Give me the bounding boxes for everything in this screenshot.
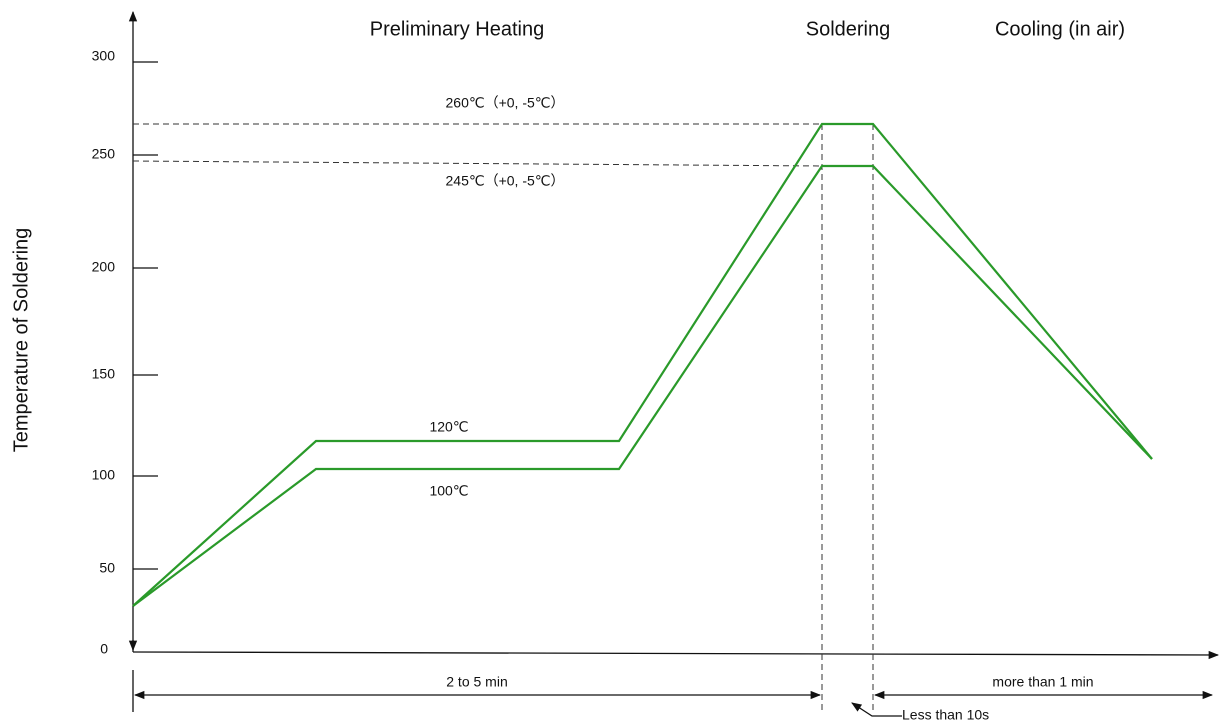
annotation: 245℃（+0, -5℃） [446, 173, 565, 189]
y-axis-label: Temperature of Soldering [10, 228, 32, 453]
duration-label: Less than 10s [902, 707, 989, 723]
guide-lines [132, 123, 874, 712]
upper-profile [132, 122, 1153, 607]
lower-profile [132, 164, 1153, 607]
duration-label: 2 to 5 min [446, 674, 507, 690]
leader-arrow [851, 702, 902, 717]
header: Cooling (in air) [995, 18, 1125, 40]
header: Soldering [806, 18, 891, 40]
annotation: 260℃（+0, -5℃） [446, 95, 565, 111]
tick-label: 50 [99, 560, 115, 576]
header: Preliminary Heating [370, 18, 545, 40]
tick-label: 200 [92, 259, 116, 275]
tick-label: 300 [92, 48, 116, 64]
x-axis [132, 650, 1220, 660]
duration-label: more than 1 min [992, 674, 1093, 690]
annotation: 120℃ [429, 419, 468, 435]
tick-label: 250 [92, 146, 116, 162]
annotation: 100℃ [429, 483, 468, 499]
tick-label: 150 [92, 366, 116, 382]
tick-marks [133, 61, 158, 570]
tick-label: 100 [92, 467, 116, 483]
y-ticks: 0 50 100 150 200 250 300 [92, 48, 158, 657]
tick-label: 0 [100, 641, 108, 657]
